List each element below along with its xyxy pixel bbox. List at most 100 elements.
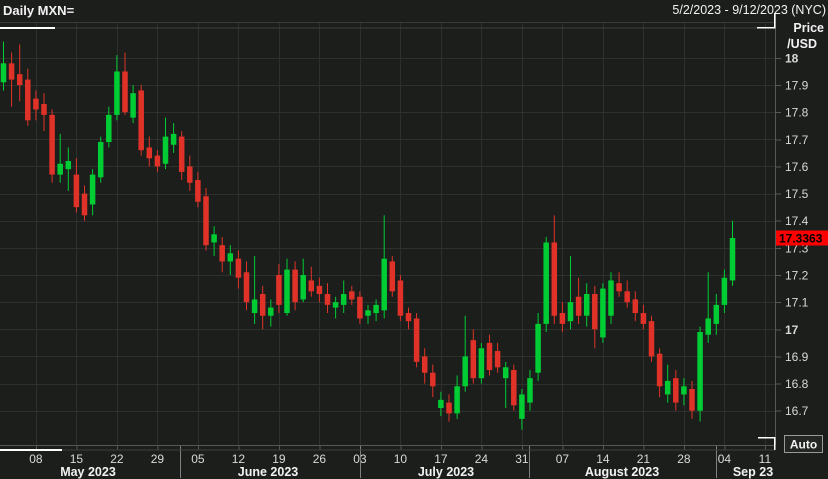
candle-body	[33, 98, 39, 110]
candle	[640, 304, 647, 330]
candle	[470, 329, 477, 384]
candle-body	[413, 318, 420, 362]
candle	[397, 275, 404, 322]
candle-body	[721, 277, 728, 305]
candle	[106, 106, 112, 148]
candle	[713, 294, 720, 335]
candle-body	[608, 280, 614, 316]
candle	[430, 364, 436, 398]
x-tick-label: 04	[718, 452, 732, 466]
date-range-label: 5/2/2023 - 9/12/2023 (NYC)	[672, 3, 826, 17]
candle	[130, 85, 136, 124]
x-tick-label: 05	[191, 452, 205, 466]
candle	[551, 215, 558, 324]
y-tick-label: 17.9	[785, 79, 809, 93]
candle-body	[0, 63, 7, 83]
candle	[16, 44, 23, 102]
y-tick-label: 17.5	[785, 187, 809, 201]
price-axis-unit-line1: Price	[793, 21, 824, 35]
candle	[81, 185, 88, 221]
x-tick-label: 26	[313, 452, 327, 466]
candle-body	[122, 71, 128, 113]
candle-body	[203, 196, 209, 246]
candle	[559, 302, 566, 333]
candle	[25, 68, 31, 126]
candle	[57, 133, 63, 183]
y-tick-label: 16.9	[785, 350, 809, 364]
last-price-badge: 17.3363	[776, 230, 828, 246]
candle	[519, 389, 525, 430]
x-tick-label: 28	[677, 452, 691, 466]
candle-body	[397, 280, 404, 316]
candle	[49, 109, 55, 183]
candle	[656, 348, 663, 398]
candle	[365, 304, 371, 324]
candle-body	[259, 294, 266, 316]
candle	[268, 299, 274, 327]
candle	[673, 370, 679, 411]
candle	[357, 291, 363, 324]
candle-body	[300, 275, 306, 300]
axes-layer	[0, 13, 776, 446]
y-tick-label: 17.2	[785, 269, 809, 283]
y-axis-handle-top[interactable]	[757, 13, 776, 29]
candle-body	[600, 288, 606, 338]
price-axis-unit-line2: /USD	[787, 37, 817, 51]
candle	[0, 41, 7, 91]
y-tick-label: 17.4	[785, 214, 809, 228]
candle-body	[332, 302, 339, 308]
candle-body	[486, 342, 493, 371]
candle-body	[543, 242, 549, 324]
candle	[600, 283, 606, 343]
candle-body	[446, 402, 452, 414]
grid-layer	[0, 23, 775, 445]
candle-body	[478, 348, 485, 379]
candle-body	[494, 351, 501, 368]
candle	[187, 155, 193, 191]
candle-body	[195, 180, 201, 202]
candles-layer	[0, 41, 736, 430]
candle-body	[430, 372, 436, 387]
candle	[721, 269, 728, 314]
x-tick-label: 29	[151, 452, 165, 466]
candle-body	[8, 63, 15, 80]
y-axis-handle-bottom[interactable]	[758, 436, 776, 451]
h-scrollbar-thumb-top[interactable]	[0, 27, 55, 29]
x-tick-label: 07	[556, 452, 570, 466]
candle	[122, 52, 128, 115]
candle	[114, 55, 120, 121]
candle-body	[592, 294, 598, 330]
candle	[575, 277, 582, 324]
candle	[243, 261, 250, 311]
month-label: Sep 23	[733, 465, 773, 479]
h-scrollbar-thumb-bottom[interactable]	[0, 449, 62, 451]
candle-body	[559, 313, 566, 324]
candle-body	[689, 389, 695, 411]
candle	[705, 272, 711, 343]
month-label: June 2023	[238, 465, 299, 479]
candle-body	[324, 294, 331, 305]
candle-body	[178, 136, 185, 172]
candle-body	[535, 323, 541, 373]
candle	[527, 370, 533, 411]
candle-body	[640, 313, 647, 324]
x-tick-label: 21	[637, 452, 651, 466]
candle	[178, 131, 185, 181]
auto-button[interactable]: Auto	[784, 435, 823, 453]
candle	[162, 117, 169, 170]
candle	[97, 136, 104, 183]
candle	[462, 315, 468, 392]
candle	[486, 334, 493, 376]
candle-body	[405, 313, 412, 322]
candle	[494, 342, 501, 373]
candle-body	[49, 114, 55, 175]
candle	[65, 147, 72, 191]
candle	[648, 315, 655, 362]
y-tick-label: 17.6	[785, 160, 809, 174]
candle	[41, 93, 47, 132]
candle	[478, 342, 485, 384]
candle	[300, 258, 306, 303]
candle-body	[154, 155, 161, 167]
candle-body	[284, 269, 290, 314]
